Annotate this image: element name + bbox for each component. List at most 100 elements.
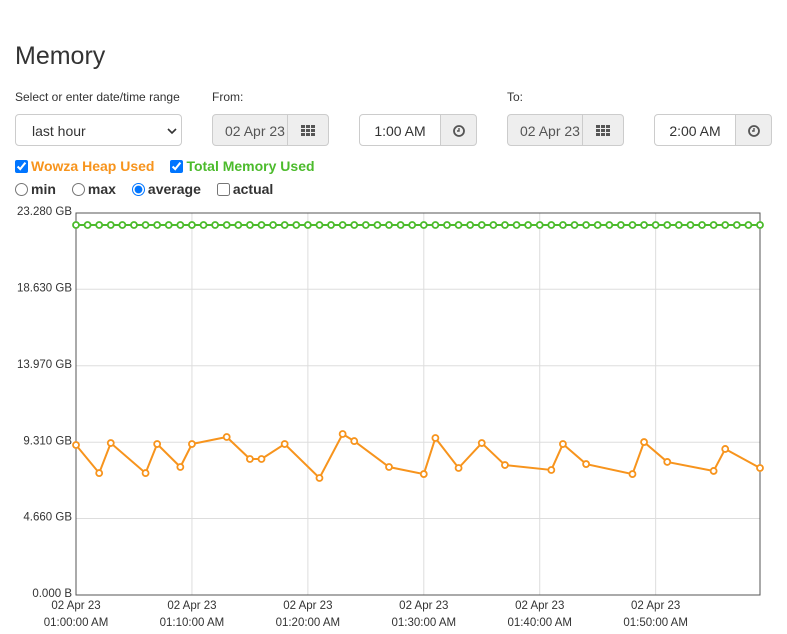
data-point	[732, 221, 741, 229]
data-point	[582, 460, 591, 468]
from-time[interactable]: 1:00 AM	[359, 114, 441, 146]
x-tick-date: 02 Apr 23	[167, 600, 216, 612]
data-point	[454, 221, 463, 229]
x-tick-date: 02 Apr 23	[515, 600, 564, 612]
data-point	[559, 440, 567, 448]
data-point	[466, 221, 475, 229]
data-point	[199, 221, 208, 229]
data-point	[373, 221, 382, 229]
x-tick-label: 01:00:00 AM	[44, 617, 109, 629]
x-tick-date: 02 Apr 23	[51, 600, 100, 612]
option-label: max	[87, 181, 116, 197]
data-point	[327, 221, 335, 229]
x-tick-label: 01:10:00 AM	[160, 617, 225, 629]
clock-button[interactable]	[735, 114, 772, 146]
data-point	[477, 221, 486, 229]
data-point	[211, 221, 220, 229]
aggregation-options: min max average actual	[15, 181, 289, 197]
option-label: average	[147, 181, 201, 197]
grid-icon	[596, 125, 610, 136]
data-point	[72, 221, 80, 229]
radio-option[interactable]: actual	[216, 181, 274, 197]
data-point	[361, 221, 370, 229]
data-point	[582, 221, 591, 229]
clock-button[interactable]	[440, 114, 477, 146]
radio-option[interactable]: max	[71, 181, 116, 197]
data-point	[176, 221, 185, 229]
option-label: min	[31, 181, 56, 197]
data-point	[257, 455, 266, 463]
data-point	[721, 221, 730, 229]
data-point	[512, 221, 521, 229]
data-point	[628, 470, 637, 478]
data-point	[593, 221, 602, 229]
data-point	[663, 458, 672, 466]
data-point	[419, 221, 428, 229]
data-point	[489, 221, 498, 229]
data-point	[524, 221, 533, 229]
option-label: actual	[232, 181, 274, 197]
x-tick-label: 01:30:00 AM	[392, 617, 457, 629]
data-point	[257, 221, 266, 229]
data-point	[686, 221, 695, 229]
data-point	[756, 464, 764, 472]
calendar-button[interactable]	[582, 114, 624, 146]
from-date[interactable]: 02 Apr 23	[212, 114, 288, 146]
radio[interactable]	[131, 182, 145, 196]
data-point	[431, 221, 440, 229]
data-point	[547, 466, 556, 474]
calendar-button[interactable]	[287, 114, 329, 146]
data-point	[234, 221, 243, 229]
data-point	[153, 440, 162, 448]
range-select[interactable]: last hour	[15, 114, 182, 146]
from-time-value: 1:00 AM	[374, 123, 426, 139]
data-point	[501, 461, 509, 469]
data-point	[547, 221, 556, 229]
data-point	[674, 221, 683, 229]
data-point	[385, 221, 393, 229]
data-point	[431, 434, 440, 442]
x-tick-date: 02 Apr 23	[399, 600, 448, 612]
data-point	[292, 221, 301, 229]
legend-label: Wowza Heap Used	[31, 158, 155, 174]
data-point	[303, 221, 312, 229]
data-point	[709, 221, 718, 229]
radio-option[interactable]: average	[131, 181, 201, 197]
radio[interactable]	[71, 182, 85, 196]
to-date[interactable]: 02 Apr 23	[507, 114, 583, 146]
data-point	[118, 221, 127, 229]
checkbox[interactable]	[15, 159, 28, 173]
data-point	[315, 221, 324, 229]
radio[interactable]	[15, 182, 28, 196]
data-point	[95, 221, 104, 229]
y-tick-label: 23.280 GB	[17, 206, 72, 218]
y-tick-label: 9.310 GB	[23, 435, 72, 447]
data-point	[280, 440, 289, 448]
radio-option[interactable]: min	[15, 181, 56, 197]
to-time[interactable]: 2:00 AM	[654, 114, 736, 146]
legend-item[interactable]: Total Memory Used	[170, 158, 315, 174]
legend-label: Total Memory Used	[186, 158, 315, 174]
data-point	[744, 221, 753, 229]
data-point	[153, 221, 162, 229]
data-point	[280, 221, 289, 229]
clock-icon	[452, 125, 465, 137]
data-point	[663, 221, 672, 229]
data-point	[164, 221, 173, 229]
y-tick-label: 0.000 B	[32, 588, 72, 600]
x-tick-label: 01:50:00 AM	[623, 617, 688, 629]
range-label: Select or enter date/time range	[15, 90, 180, 104]
data-point	[616, 221, 625, 229]
data-point	[559, 221, 567, 229]
checkbox[interactable]	[216, 182, 230, 196]
data-point	[245, 455, 254, 463]
legend-item[interactable]: Wowza Heap Used	[15, 158, 154, 174]
data-point	[130, 221, 138, 229]
y-tick-label: 18.630 GB	[17, 282, 72, 294]
chart: 0.000 B 4.660 GB 9.310 GB 13.970 GB 18.630 G…	[17, 206, 764, 629]
checkbox[interactable]	[170, 159, 184, 173]
plot-border	[75, 212, 761, 596]
data-point	[95, 469, 104, 477]
data-point	[350, 437, 359, 445]
data-point	[501, 221, 509, 229]
